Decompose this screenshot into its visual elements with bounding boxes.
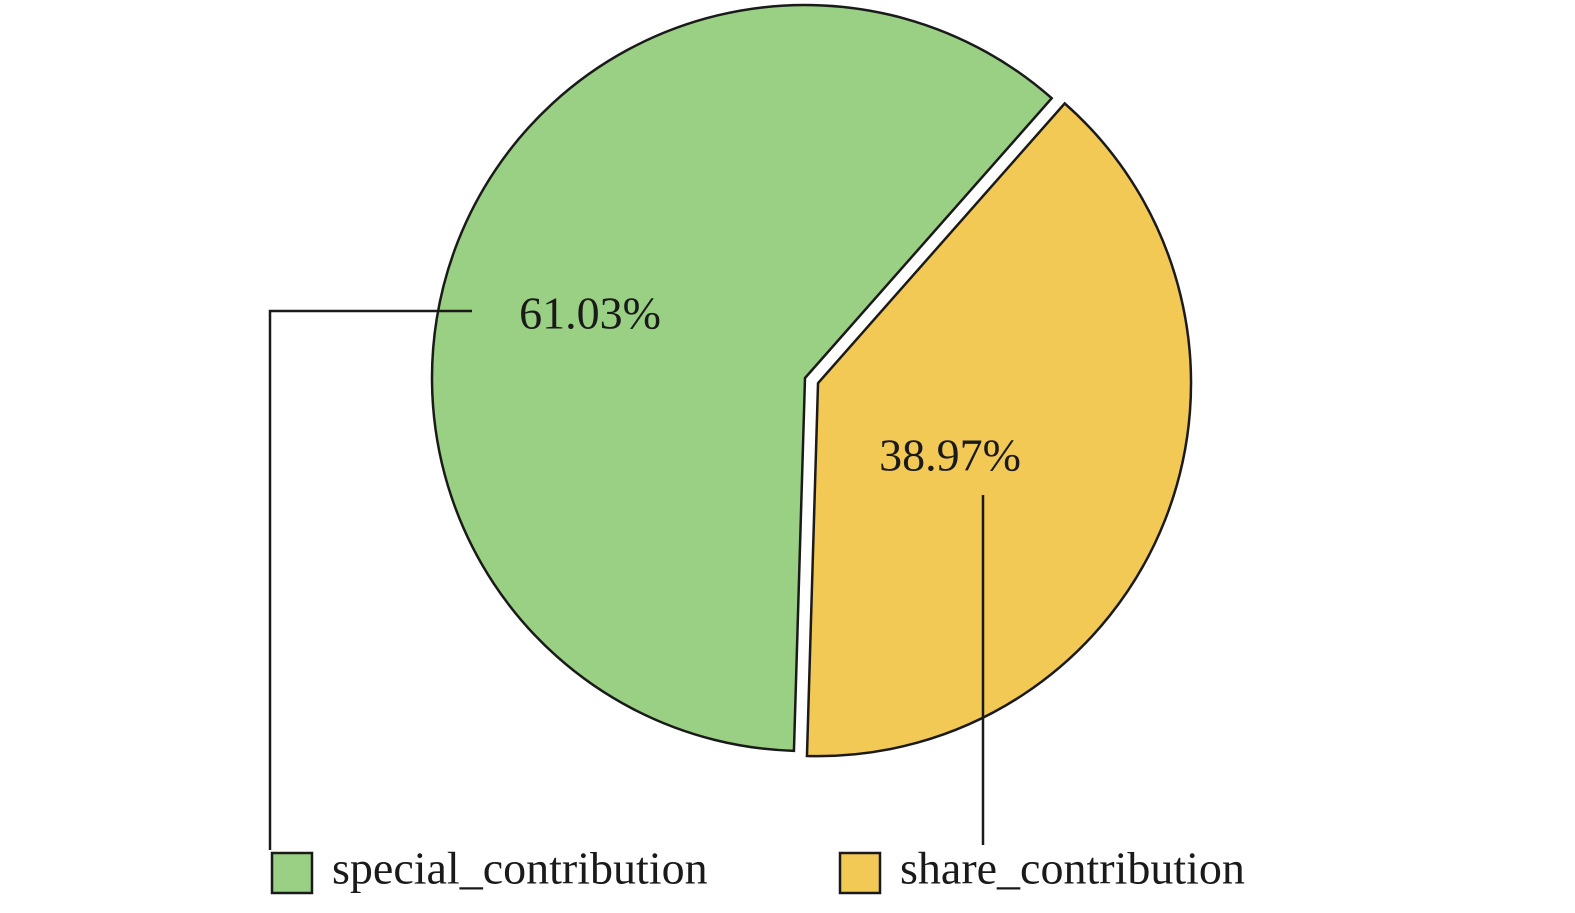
legend-label: special_contribution	[332, 843, 708, 894]
data-label: 61.03%	[519, 288, 661, 339]
pie-slice	[430, 3, 1054, 753]
legend-label: share_contribution	[900, 843, 1245, 894]
pie-slice	[805, 101, 1193, 758]
leader-line	[268, 309, 472, 850]
legend-swatch	[838, 851, 882, 895]
legend-swatch	[270, 851, 314, 895]
data-label: 38.97%	[879, 430, 1021, 481]
